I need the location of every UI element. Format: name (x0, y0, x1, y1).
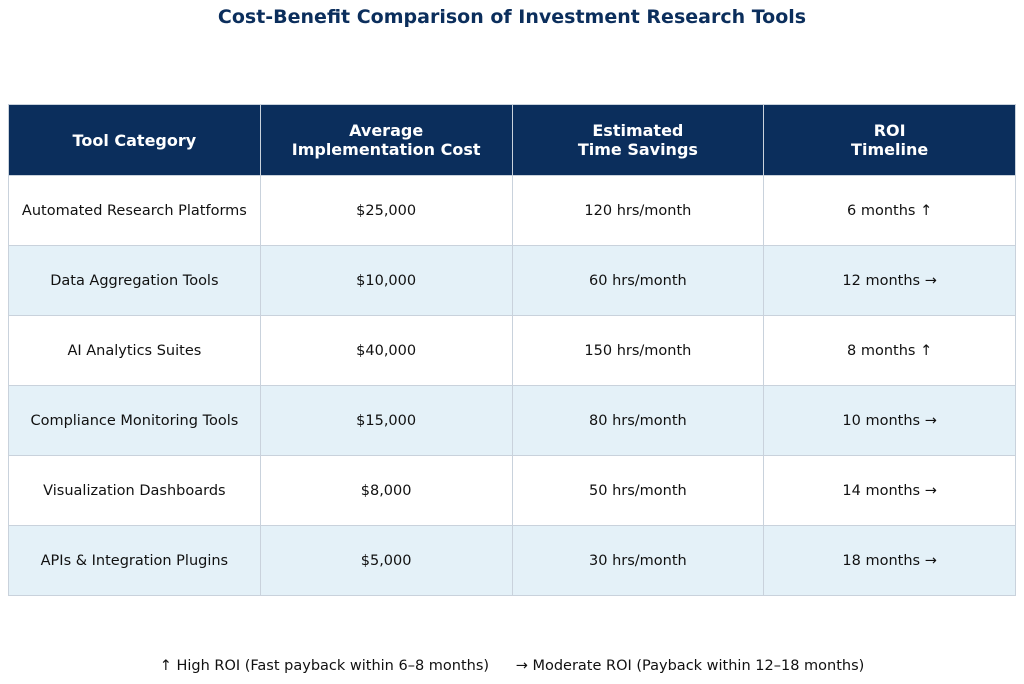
table-row: Data Aggregation Tools $10,000 60 hrs/mont… (8, 245, 1016, 316)
comparison-table-container: Tool Category Average Implementation Cost E… (8, 104, 1016, 596)
table-cell-time-savings: 120 hrs/month (511, 175, 765, 246)
table-cell-time-savings: 50 hrs/month (511, 455, 765, 526)
column-header-time-savings: Estimated Time Savings (511, 104, 765, 176)
table-cell-time-savings: 150 hrs/month (511, 315, 765, 386)
column-header-text: Estimated (592, 121, 684, 140)
table-cell-tool-category: Visualization Dashboards (8, 455, 261, 526)
legend-high-roi: ↑ High ROI (Fast payback within 6–8 mont… (159, 658, 490, 674)
column-header-text: Timeline (851, 140, 929, 159)
column-header-text: Average (349, 121, 424, 140)
column-header-text: Tool Category (72, 130, 197, 150)
table-cell-implementation-cost: $15,000 (259, 385, 513, 456)
comparison-table: Tool Category Average Implementation Cost E… (8, 104, 1016, 596)
table-row: Compliance Monitoring Tools $15,000 80 hrs… (8, 385, 1016, 456)
column-header-roi-timeline: ROI Timeline (763, 104, 1016, 176)
table-cell-roi-timeline: 10 months → (763, 385, 1016, 456)
table-row: APIs & Integration Plugins $5,000 30 hrs/m… (8, 525, 1016, 596)
table-cell-implementation-cost: $10,000 (259, 245, 513, 316)
table-cell-roi-timeline: 14 months → (763, 455, 1016, 526)
legend: ↑ High ROI (Fast payback within 6–8 mont… (0, 658, 1024, 674)
table-cell-tool-category: Compliance Monitoring Tools (8, 385, 261, 456)
table-cell-tool-category: Automated Research Platforms (8, 175, 261, 246)
table-cell-implementation-cost: $5,000 (259, 525, 513, 596)
chart-title: Cost-Benefit Comparison of Investment Re… (217, 6, 807, 28)
table-cell-implementation-cost: $40,000 (259, 315, 513, 386)
table-row: Automated Research Platforms $25,000 120 h… (8, 175, 1016, 246)
column-header-tool-category: Tool Category (8, 104, 261, 176)
table-cell-tool-category: APIs & Integration Plugins (8, 525, 261, 596)
column-header-text: Implementation Cost (291, 140, 481, 159)
table-cell-roi-timeline: 8 months ↑ (763, 315, 1016, 386)
table-cell-time-savings: 30 hrs/month (511, 525, 765, 596)
column-header-text: ROI (873, 121, 906, 140)
table-row: AI Analytics Suites $40,000 150 hrs/month 8… (8, 315, 1016, 386)
table-cell-roi-timeline: 12 months → (763, 245, 1016, 316)
table-cell-tool-category: AI Analytics Suites (8, 315, 261, 386)
header-row: Tool Category Average Implementation Cost E… (8, 104, 1016, 176)
table-body: Automated Research Platforms $25,000 120 h… (8, 175, 1016, 596)
legend-moderate-roi: → Moderate ROI (Payback within 12–18 mon… (515, 658, 865, 674)
table-cell-implementation-cost: $8,000 (259, 455, 513, 526)
table-cell-roi-timeline: 6 months ↑ (763, 175, 1016, 246)
table-cell-time-savings: 60 hrs/month (511, 245, 765, 316)
table-row: Visualization Dashboards $8,000 50 hrs/mon… (8, 455, 1016, 526)
table-cell-roi-timeline: 18 months → (763, 525, 1016, 596)
column-header-text: Time Savings (577, 140, 698, 159)
table-cell-tool-category: Data Aggregation Tools (8, 245, 261, 316)
table-cell-time-savings: 80 hrs/month (511, 385, 765, 456)
column-header-implementation-cost: Average Implementation Cost (259, 104, 513, 176)
table-cell-implementation-cost: $25,000 (259, 175, 513, 246)
